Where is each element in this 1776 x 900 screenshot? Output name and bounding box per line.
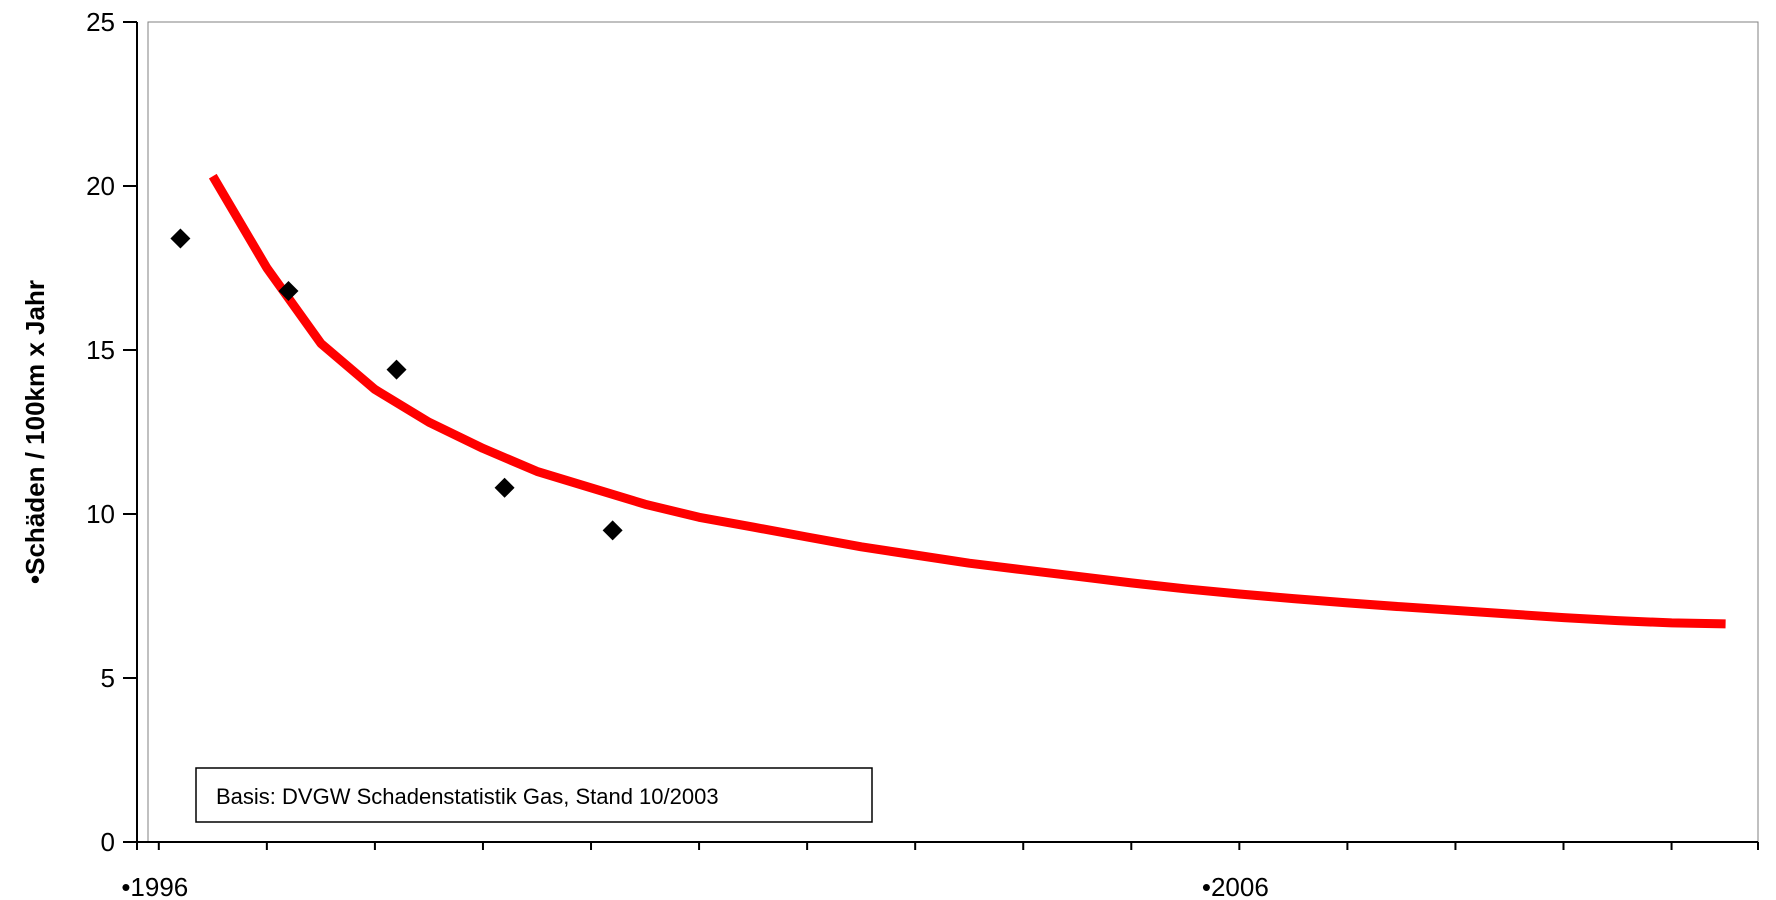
y-tick-label: 0	[101, 827, 115, 857]
y-axis-title: •Schäden / 100km x Jahr	[20, 280, 50, 584]
y-axis: 0 5 10 15 20 25	[86, 7, 138, 857]
data-point	[170, 228, 191, 249]
y-tick-label: 20	[86, 171, 115, 201]
annotation-box: Basis: DVGW Schadenstatistik Gas, Stand …	[195, 767, 873, 823]
annotation-frame	[195, 767, 873, 823]
data-point	[386, 359, 407, 380]
y-tick-label: 5	[101, 663, 115, 693]
data-point	[278, 280, 299, 301]
y-tick-label: 10	[86, 499, 115, 529]
x-tick-label: •1996	[121, 872, 188, 900]
data-point	[494, 477, 515, 498]
y-tick-label: 15	[86, 335, 115, 365]
data-point	[602, 520, 623, 541]
plot-area	[147, 21, 1759, 843]
y-tick-label: 25	[86, 7, 115, 37]
x-axis: •1996 •2006	[121, 841, 1759, 900]
annotation-text: Basis: DVGW Schadenstatistik Gas, Stand …	[216, 784, 719, 809]
x-tick-label: •2006	[1202, 872, 1269, 900]
trend-line-path	[208, 173, 1726, 629]
trend-line	[208, 173, 1726, 629]
data-points	[170, 228, 623, 541]
